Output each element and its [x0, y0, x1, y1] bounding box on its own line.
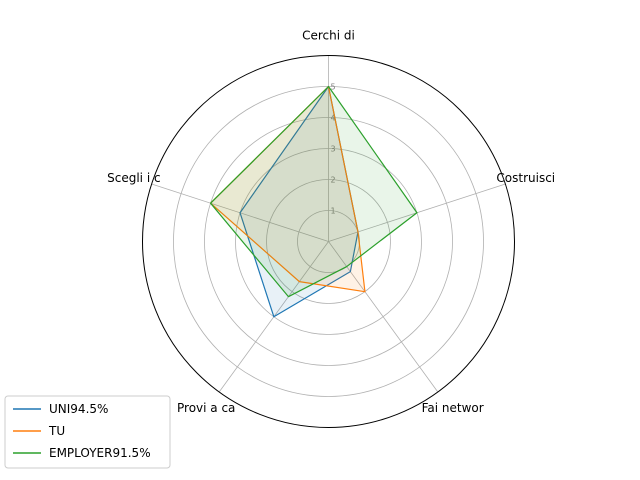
- tick-label: 5: [331, 83, 336, 92]
- tick-label: 4: [331, 114, 336, 123]
- tick-label: 1: [331, 207, 336, 216]
- axis-label: Scegli i c: [107, 171, 160, 185]
- radar-frame: [142, 55, 515, 428]
- data-series: [209, 85, 418, 318]
- legend: UNI94.5% TU EMPLOYER91.5%: [4, 395, 171, 469]
- legend-entry: EMPLOYER91.5%: [49, 446, 151, 460]
- series-fill: [210, 86, 365, 292]
- axis-label: Fai networ: [422, 401, 484, 415]
- radial-tick-labels: 1 2 3 4 5: [331, 83, 336, 216]
- axis-labels: Cerchi di Costruisci Fai networ Provi a ca S…: [107, 29, 555, 416]
- legend-entry: TU: [48, 424, 65, 438]
- axis-label: Costruisci: [496, 171, 555, 185]
- series-fill: [210, 86, 417, 297]
- tick-label: 2: [331, 176, 336, 185]
- axis-label: Cerchi di: [302, 29, 355, 43]
- axis-label: Provi a ca: [177, 401, 235, 415]
- series-line: [209, 85, 418, 298]
- legend-box: [4, 395, 171, 469]
- tick-label: 3: [331, 145, 336, 154]
- legend-entry: UNI94.5%: [49, 402, 108, 416]
- series-fill: [240, 86, 358, 317]
